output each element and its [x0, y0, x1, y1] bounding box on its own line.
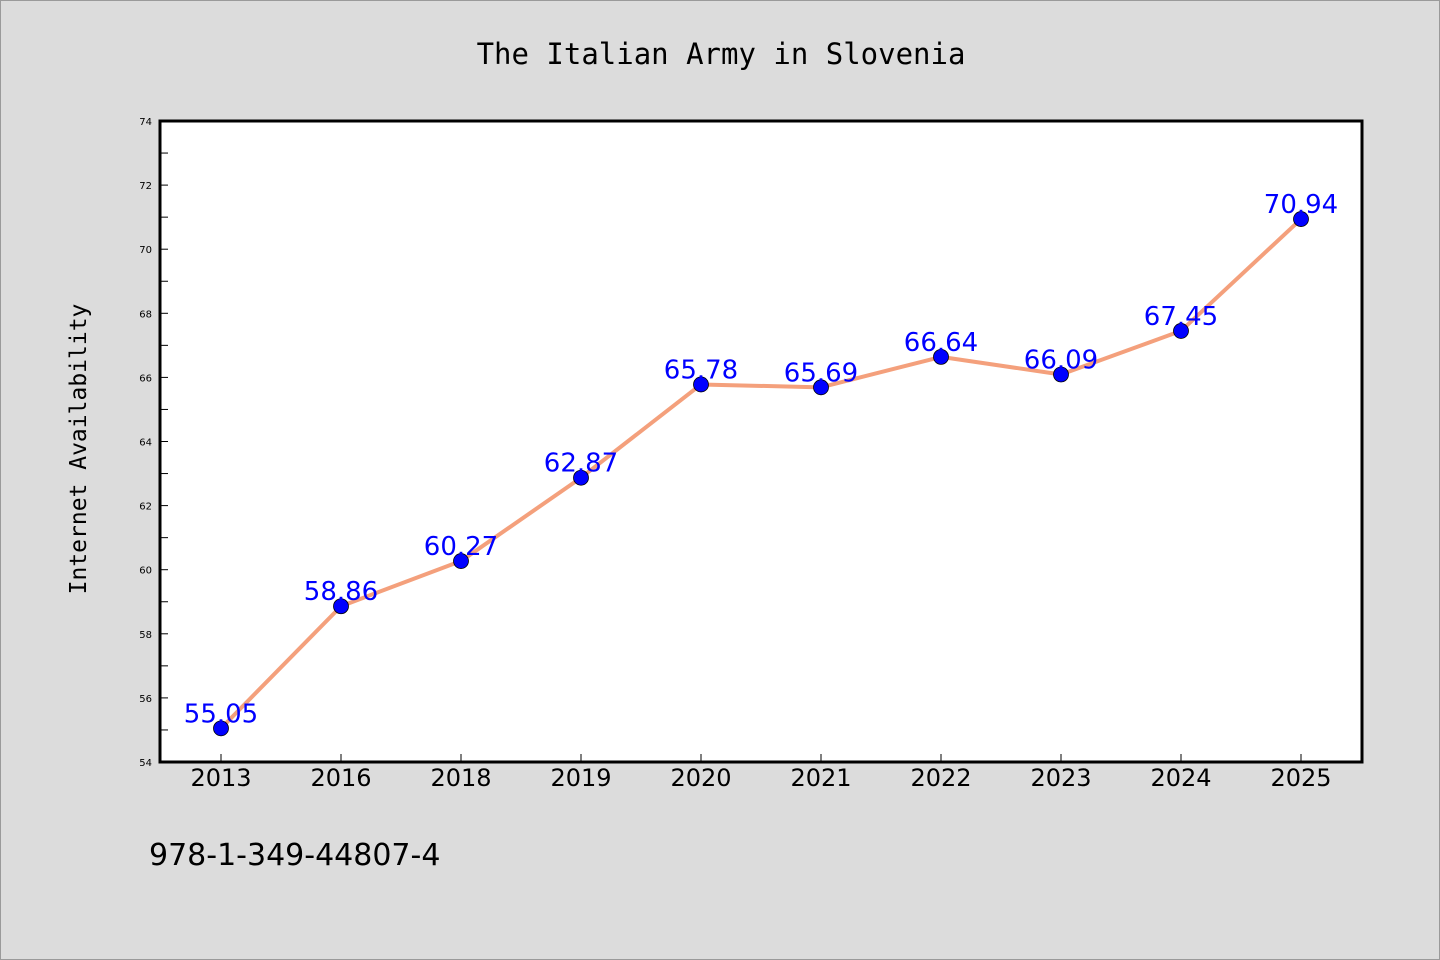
- series-line: [219, 217, 1303, 731]
- data-point: [213, 720, 229, 737]
- data-label: 62.87: [544, 449, 618, 479]
- data-point: [1173, 323, 1189, 339]
- x-axis: 2013 2016 2018 2019 2020 2021 2022 2023 2024 2025: [190, 754, 1332, 792]
- chart-title: The Italian Army in Slovenia: [477, 37, 966, 71]
- data-point: [933, 348, 949, 365]
- data-label: 58.86: [304, 577, 378, 607]
- plot-area: [160, 121, 1362, 762]
- data-label: 55.05: [184, 699, 258, 729]
- x-tick-label: 2018: [430, 764, 491, 792]
- data-point: [1293, 211, 1309, 227]
- y-axis-label: Internet Availability: [66, 304, 92, 595]
- y-tick-label: 68: [139, 309, 152, 320]
- data-point: [573, 469, 589, 486]
- y-tick-label: 54: [139, 758, 152, 769]
- data-point: [453, 553, 469, 569]
- x-tick-label: 2021: [790, 764, 851, 792]
- data-label: 60.27: [424, 532, 498, 562]
- data-label: 66.64: [904, 328, 978, 358]
- data-point: [1053, 366, 1069, 383]
- y-axis: 54 56 58 60 62 64 66 68 70 72 74: [139, 117, 168, 769]
- data-point: [333, 598, 349, 615]
- data-label: 65.69: [784, 358, 858, 388]
- y-tick-label: 56: [139, 694, 152, 705]
- data-label: 66.09: [1024, 346, 1098, 376]
- y-tick-label: 70: [139, 245, 152, 256]
- x-tick-label: 2024: [1150, 764, 1211, 792]
- y-tick-label: 60: [139, 566, 152, 577]
- x-tick-label: 2022: [910, 764, 971, 792]
- y-tick-label: 58: [139, 630, 152, 641]
- y-tick-label: 66: [139, 373, 152, 384]
- data-label: 65.78: [664, 355, 738, 385]
- data-point: [693, 376, 709, 393]
- x-tick-label: 2023: [1030, 764, 1091, 792]
- y-tick-label: 62: [139, 502, 152, 513]
- data-point: [813, 379, 829, 396]
- x-tick-label: 2020: [670, 764, 731, 792]
- x-tick-label: 2013: [190, 764, 251, 792]
- data-label: 67.45: [1144, 302, 1218, 332]
- data-label: 70.94: [1264, 190, 1338, 220]
- x-tick-label: 2025: [1270, 764, 1331, 792]
- series-group: 55.05 58.86 60.27 62.87 65.78 65.69 66.64 66.09…: [184, 190, 1338, 737]
- caption-text: 978-1-349-44807-4: [149, 838, 440, 873]
- y-tick-label: 72: [139, 181, 152, 192]
- y-tick-label: 74: [139, 117, 152, 128]
- y-tick-label: 64: [139, 438, 152, 449]
- x-tick-label: 2019: [550, 764, 611, 792]
- x-tick-label: 2016: [310, 764, 371, 792]
- plot-frame: [158, 119, 1364, 764]
